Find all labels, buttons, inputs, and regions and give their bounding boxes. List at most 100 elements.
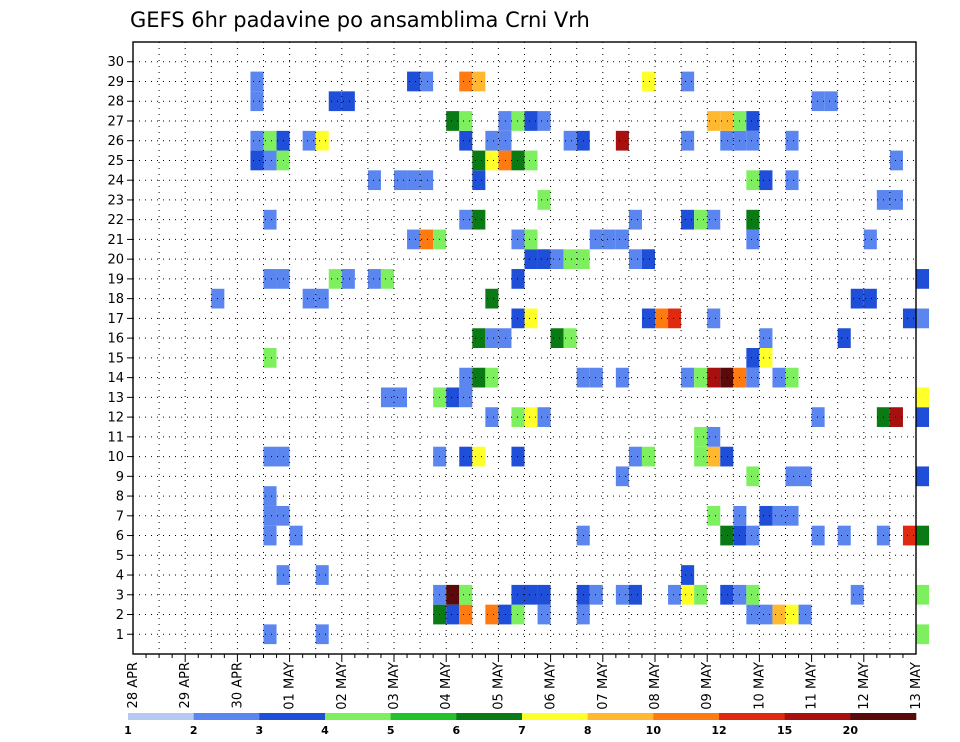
heatmap-cell (785, 130, 799, 151)
heatmap-cell (694, 209, 708, 230)
heatmap-cell (889, 150, 903, 171)
heatmap-cell (746, 111, 760, 131)
heatmap-cell (615, 584, 629, 605)
heatmap-cell (863, 229, 877, 250)
heatmap-cell (628, 209, 642, 230)
heatmap-cell (263, 505, 277, 526)
y-tick-label: 7 (116, 509, 124, 524)
heatmap-cell (746, 604, 760, 625)
heatmap-cell (589, 229, 603, 250)
heatmap-cell (863, 288, 877, 309)
heatmap-cell (641, 71, 655, 92)
colorbar-label: 2 (190, 724, 198, 737)
heatmap-cell (746, 229, 760, 250)
heatmap-cell (302, 288, 316, 309)
heatmap-cell (720, 446, 734, 467)
heatmap-cell (263, 348, 277, 368)
heatmap-cell (302, 130, 316, 151)
heatmap-cell (367, 170, 381, 191)
heatmap-cell (550, 328, 564, 348)
heatmap-cell (537, 190, 551, 210)
heatmap-cell (785, 367, 799, 388)
heatmap-cell (250, 91, 264, 112)
heatmap-cell (498, 150, 512, 171)
colorbar-swatch (456, 713, 523, 720)
heatmap-cell (628, 249, 642, 270)
heatmap-cell (263, 525, 277, 546)
heatmap-cell (916, 525, 930, 546)
heatmap-cell (537, 604, 551, 625)
heatmap-cell (707, 209, 721, 230)
heatmap-cell (472, 446, 486, 467)
heatmap-cell (420, 170, 434, 191)
heatmap-cell (889, 407, 903, 427)
heatmap-cell (746, 466, 760, 487)
heatmap-cell (563, 249, 577, 270)
heatmap-cell (250, 130, 264, 151)
heatmap-cell (668, 308, 682, 329)
heatmap-cell (263, 624, 277, 645)
heatmap-cell (641, 249, 655, 270)
x-tick-label: 12 MAY (857, 662, 872, 710)
heatmap-cell (485, 604, 499, 625)
heatmap-cell (472, 328, 486, 348)
heatmap-cell (615, 130, 629, 151)
heatmap-cell (459, 130, 473, 151)
heatmap-cell (420, 229, 434, 250)
heatmap-cell (707, 505, 721, 526)
heatmap-cell (916, 584, 930, 605)
y-tick-label: 3 (116, 588, 124, 603)
heatmap-cell (459, 111, 473, 131)
heatmap-cell (811, 525, 825, 546)
heatmap-cell (759, 604, 773, 625)
heatmap-cell (615, 466, 629, 487)
colorbar-swatch (653, 713, 720, 720)
colorbar: 1 2 3 4 5 6 7 8 10 12 15 20 (124, 713, 917, 737)
colorbar-label: 3 (256, 724, 264, 737)
heatmap-cell (759, 170, 773, 191)
y-tick-label: 20 (107, 253, 124, 268)
colorbar-label: 1 (124, 724, 132, 737)
x-axis: 28 APR 29 APR 30 APR 01 MAY 02 MAY 03 MAY 04 M… (126, 654, 924, 710)
heatmap-cell (537, 111, 551, 131)
heatmap-cell (772, 505, 786, 526)
heatmap-cell (785, 466, 799, 487)
heatmap-cell (315, 130, 329, 151)
y-tick-label: 13 (107, 391, 124, 406)
heatmap-cell (746, 348, 760, 368)
heatmap-cell (407, 229, 421, 250)
heatmap-cell (916, 387, 930, 408)
heatmap-cell (759, 348, 773, 368)
heatmap-cell (341, 91, 355, 112)
colorbar-label: 20 (843, 724, 859, 737)
heatmap-cell (563, 328, 577, 348)
heatmap-cell (681, 130, 695, 151)
colorbar-label: 10 (646, 724, 662, 737)
x-tick-label: 11 MAY (805, 662, 820, 710)
heatmap-cell (785, 604, 799, 625)
heatmap-cell (720, 111, 734, 131)
heatmap-cell (328, 91, 342, 112)
colorbar-swatch (719, 713, 785, 720)
colorbar-label: 4 (321, 724, 329, 737)
heatmap-cell (367, 269, 381, 289)
heatmap-cell (641, 308, 655, 329)
heatmap-cell (250, 71, 264, 92)
colorbar-label: 7 (518, 724, 526, 737)
heatmap-cell (524, 229, 538, 250)
heatmap-cell (628, 584, 642, 605)
heatmap-cell (850, 584, 864, 605)
heatmap-cell (524, 407, 538, 427)
heatmap-cell (380, 387, 394, 408)
chart-title: GEFS 6hr padavine po ansamblima Crni Vrh (130, 8, 590, 32)
heatmap-cell (341, 269, 355, 289)
heatmap-cell (420, 71, 434, 92)
heatmap-cell (394, 170, 408, 191)
heatmap-cell (720, 525, 734, 546)
x-tick-label: 13 MAY (909, 662, 924, 710)
colorbar-label: 6 (453, 724, 461, 737)
heatmap-cell (759, 328, 773, 348)
y-tick-label: 12 (107, 411, 124, 426)
heatmap-cell (537, 407, 551, 427)
heatmap-cell (472, 71, 486, 92)
